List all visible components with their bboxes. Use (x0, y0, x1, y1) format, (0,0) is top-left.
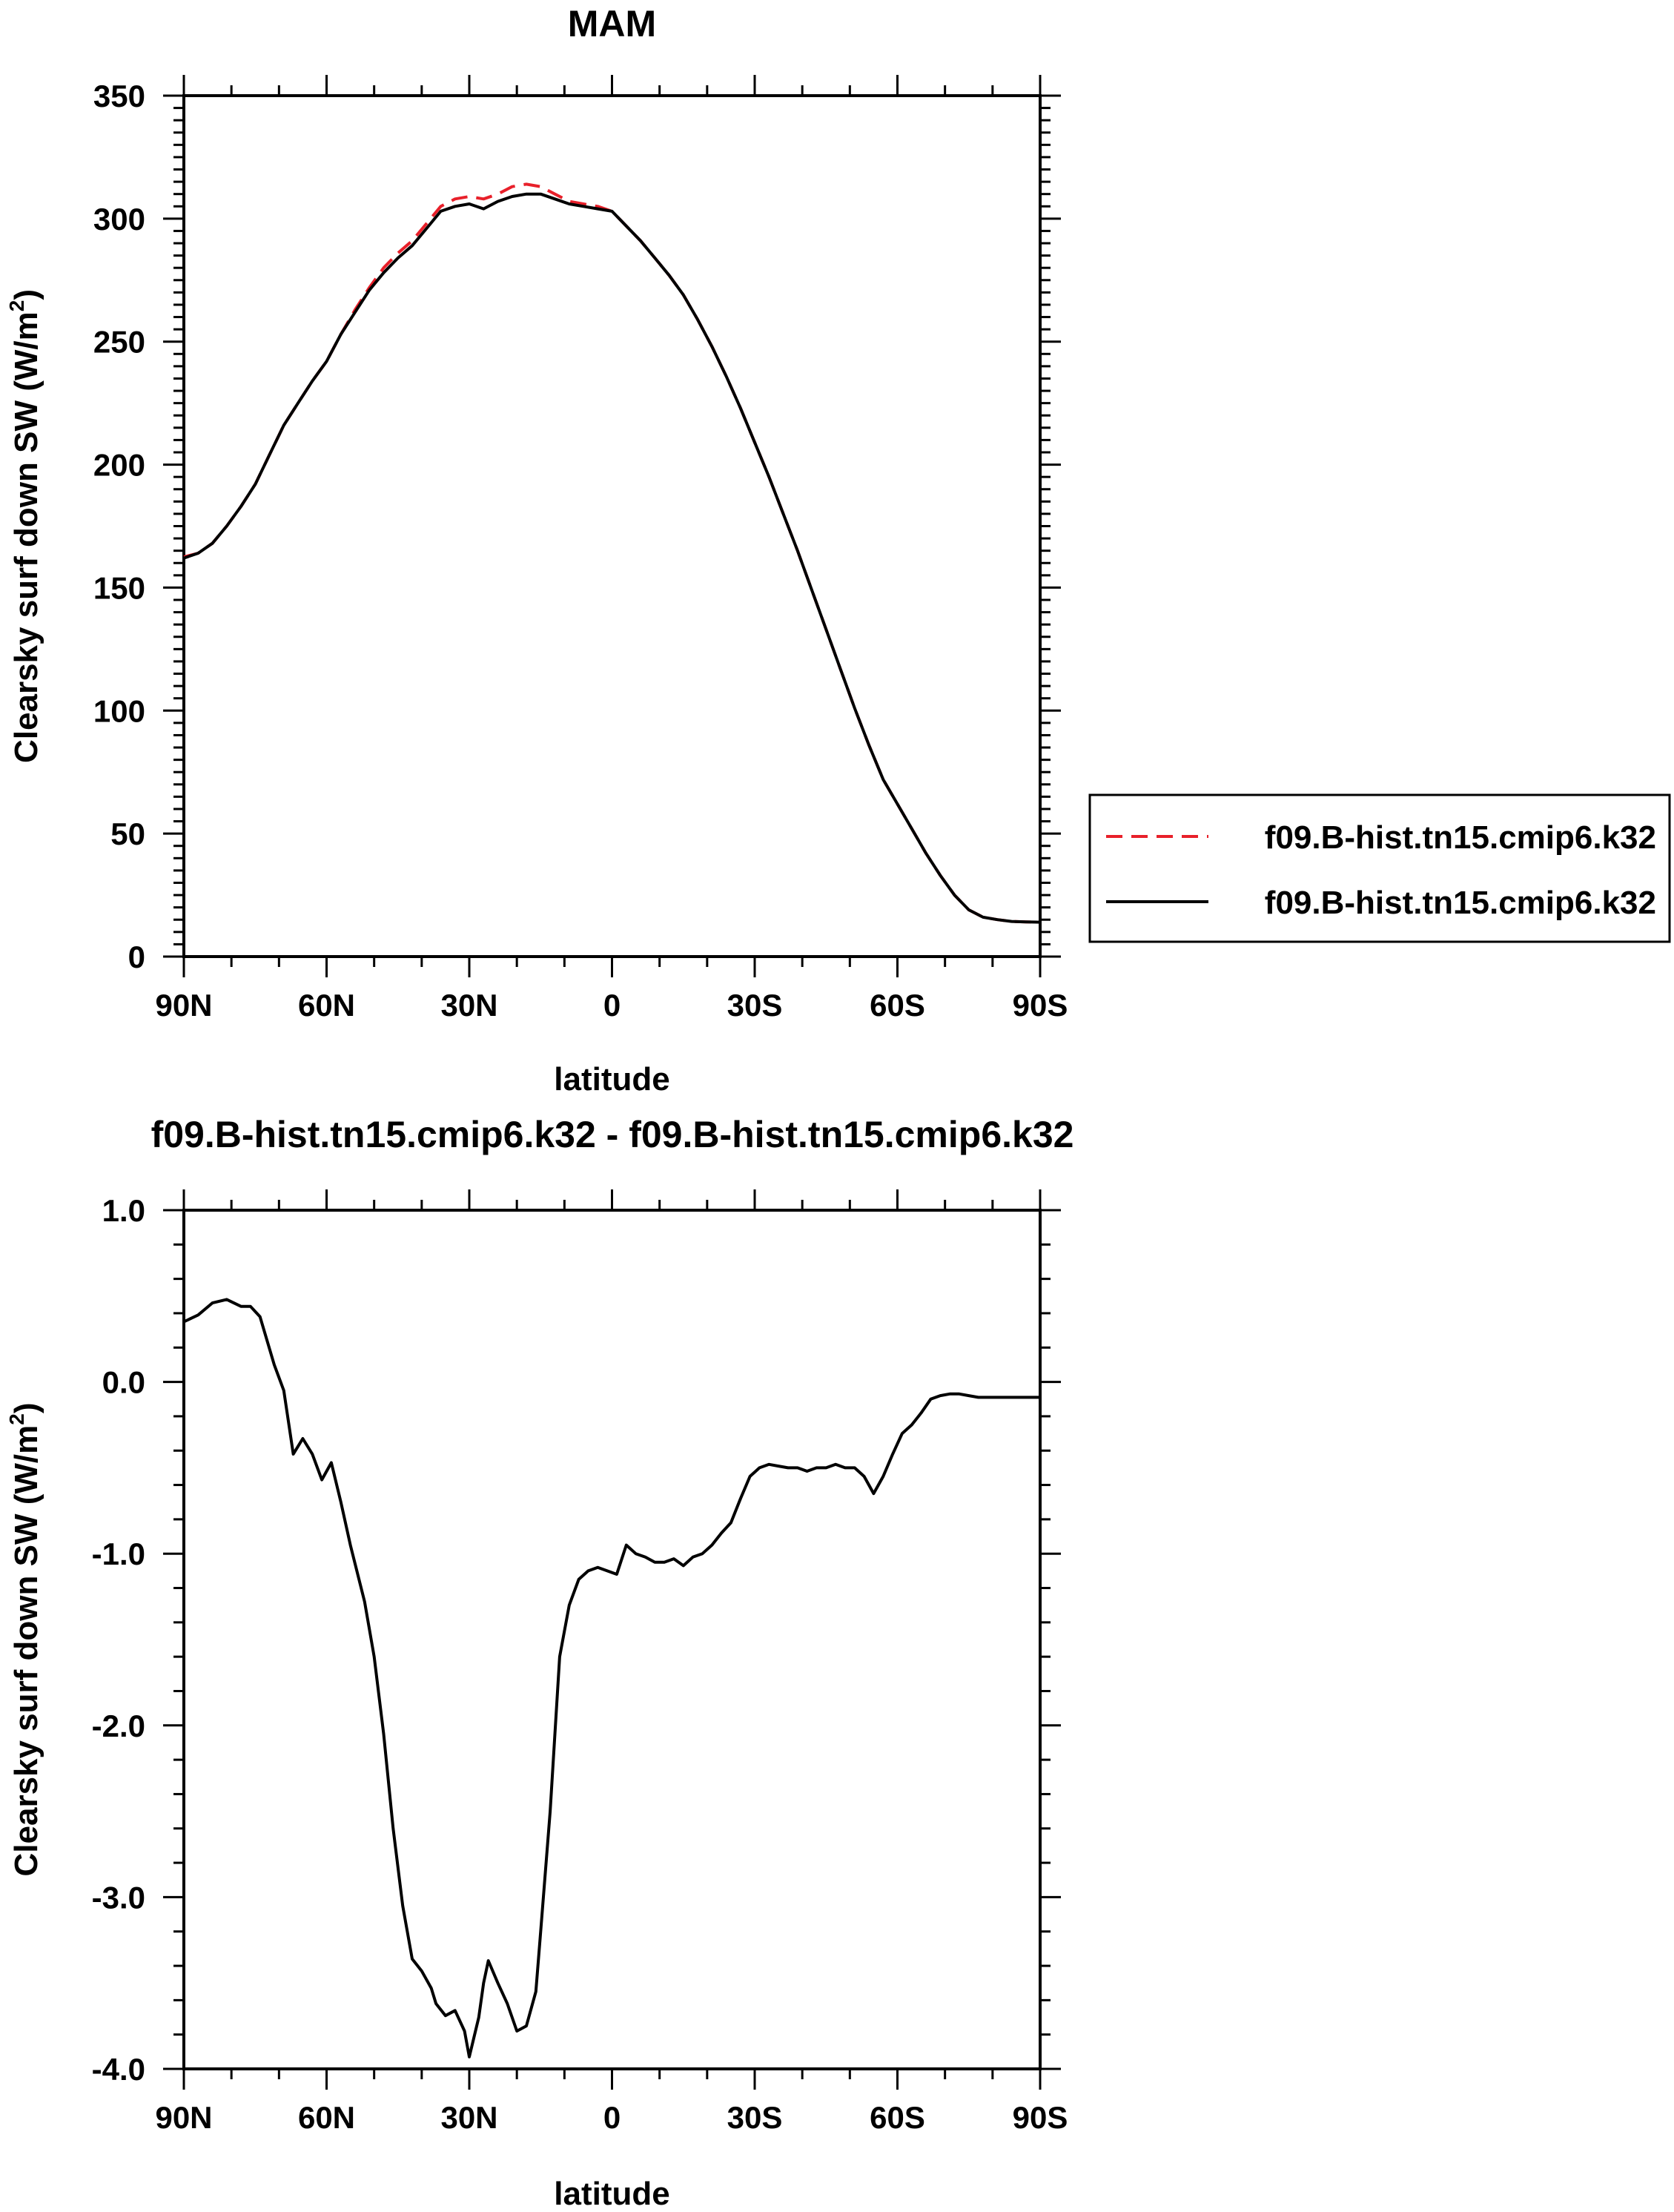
x-tick-label: 60S (870, 988, 925, 1023)
y-tick-label: 300 (93, 202, 145, 237)
chart-title: MAM (568, 3, 656, 44)
y-tick-label: -3.0 (92, 1880, 145, 1915)
y-tick-label: 0.0 (102, 1365, 145, 1400)
x-tick-label: 90N (155, 2100, 212, 2135)
y-tick-label: 200 (93, 448, 145, 483)
y-axis-label-main: Clearsky surf down SW (W/m (8, 1425, 44, 1877)
plot-top: MAM 90N 60N 30N 0 30S 60S 90S 0 50 100 150 200 250 300… (5, 3, 1671, 1097)
y-tick-label: -4.0 (92, 2052, 145, 2087)
x-tick-label: 60N (298, 2100, 355, 2135)
chart-title: f09.B-hist.tn15.cmip6.k32 - f09.B-hist.t… (151, 1114, 1074, 1155)
plot-frame (182, 1209, 1042, 2070)
y-tick-label: -2.0 (92, 1708, 145, 1743)
y-tick-label: 100 (93, 693, 145, 728)
series-line-1 (183, 1298, 1040, 2059)
x-tick-label: 30S (727, 988, 783, 1023)
y-tick-label: 350 (93, 79, 145, 113)
series-line-2 (183, 192, 1041, 924)
x-tick-label: 90S (1013, 2100, 1068, 2135)
x-axis-label: latitude (554, 2176, 669, 2208)
x-tick-label: 90S (1013, 988, 1068, 1023)
y-tick-label: 1.0 (102, 1193, 145, 1228)
x-tick-label: 0 (603, 2100, 621, 2135)
y-axis-label-close: ) (8, 1403, 44, 1414)
y-axis-label-superscript: 2 (5, 300, 28, 312)
x-axis-label: latitude (554, 1061, 669, 1097)
y-tick-label: 50 (110, 816, 145, 851)
series-line-1 (183, 182, 1041, 924)
legend-box (1088, 793, 1671, 943)
legend: f09.B-hist.tn15.cmip6.k32 f09.B-hist.tn15… (1088, 793, 1671, 943)
y-tick-label: 150 (93, 570, 145, 605)
x-tick-label: 30S (727, 2100, 783, 2135)
x-tick-label: 60N (298, 988, 355, 1023)
x-tick-label: 90N (155, 988, 212, 1023)
y-axis-label: Clearsky surf down SW (W/m2) (5, 1403, 44, 1877)
x-tick-label: 30N (440, 988, 497, 1023)
y-axis-label-superscript: 2 (5, 1413, 28, 1425)
legend-label-1: f09.B-hist.tn15.cmip6.k32 (1265, 819, 1656, 856)
x-tick-label: 0 (603, 988, 621, 1023)
x-tick-label: 30N (440, 2100, 497, 2135)
plot-bottom: f09.B-hist.tn15.cmip6.k32 - f09.B-hist.t… (5, 1114, 1074, 2212)
y-tick-label: 0 (128, 940, 145, 974)
y-axis-label: Clearsky surf down SW (W/m2) (5, 289, 44, 763)
y-axis-label-main: Clearsky surf down SW (W/m (8, 311, 44, 763)
x-tick-label: 60S (870, 2100, 925, 2135)
y-tick-label: 250 (93, 325, 145, 360)
y-axis-label-close: ) (8, 289, 44, 300)
y-tick-label: -1.0 (92, 1536, 145, 1571)
legend-label-2: f09.B-hist.tn15.cmip6.k32 (1265, 885, 1656, 921)
